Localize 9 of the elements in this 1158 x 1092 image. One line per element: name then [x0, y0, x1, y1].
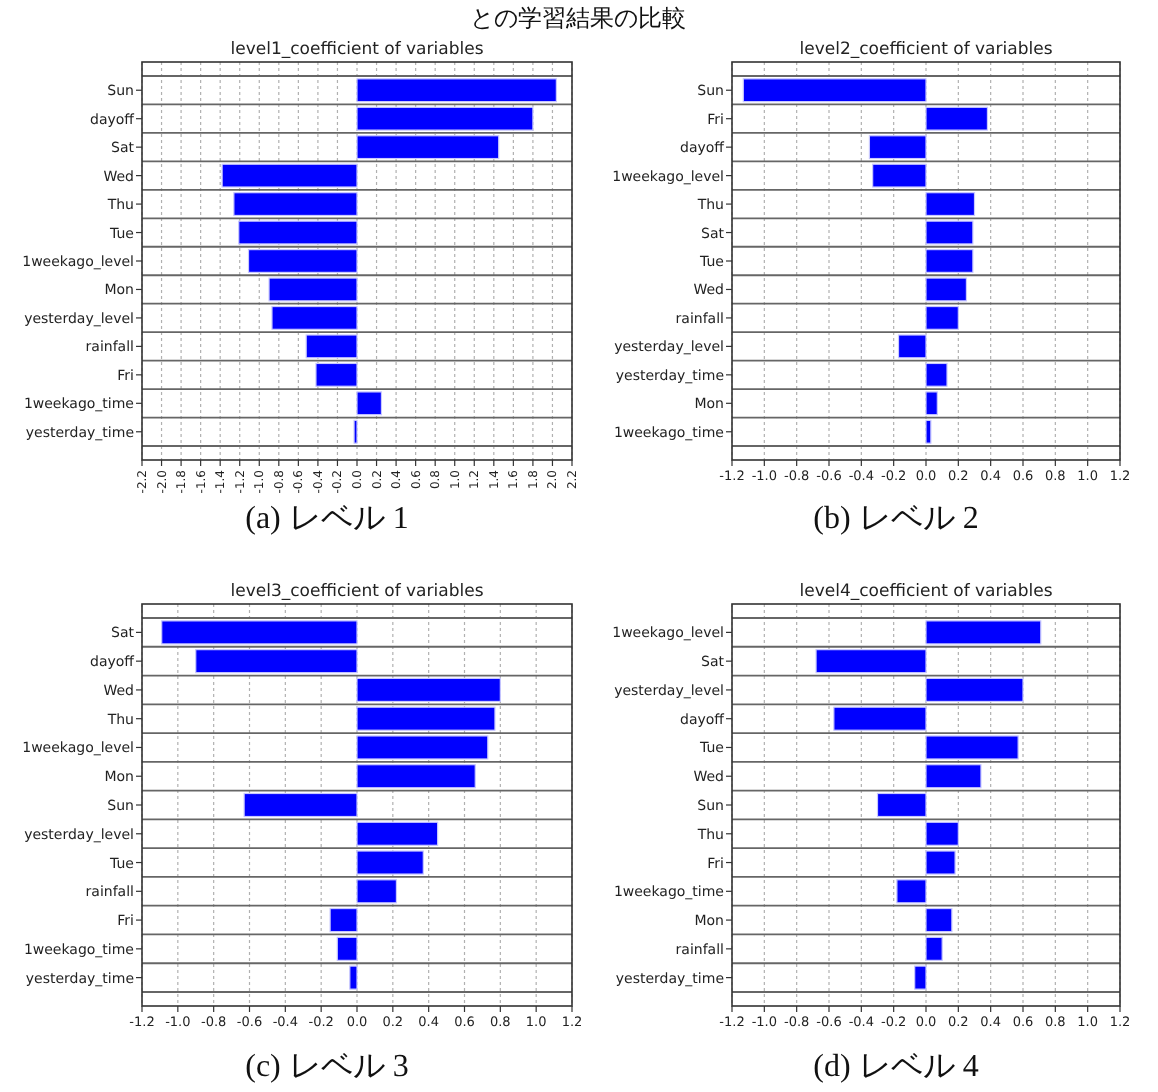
text: (a) レベル 1 [245, 502, 409, 536]
chart-title: level1_coefficient of variables [230, 40, 485, 60]
text: (b) レベル 2 [813, 502, 979, 536]
chart-title: level2_coefficient of variables [799, 40, 1054, 60]
chart-title: level4_coefficient of variables [799, 582, 1054, 602]
chart-title: level3_coefficient of variables [230, 582, 485, 602]
text: (d) レベル 4 [813, 1050, 979, 1084]
text: (c) レベル 3 [245, 1050, 409, 1084]
text: との学習結果の比較 [470, 4, 686, 32]
